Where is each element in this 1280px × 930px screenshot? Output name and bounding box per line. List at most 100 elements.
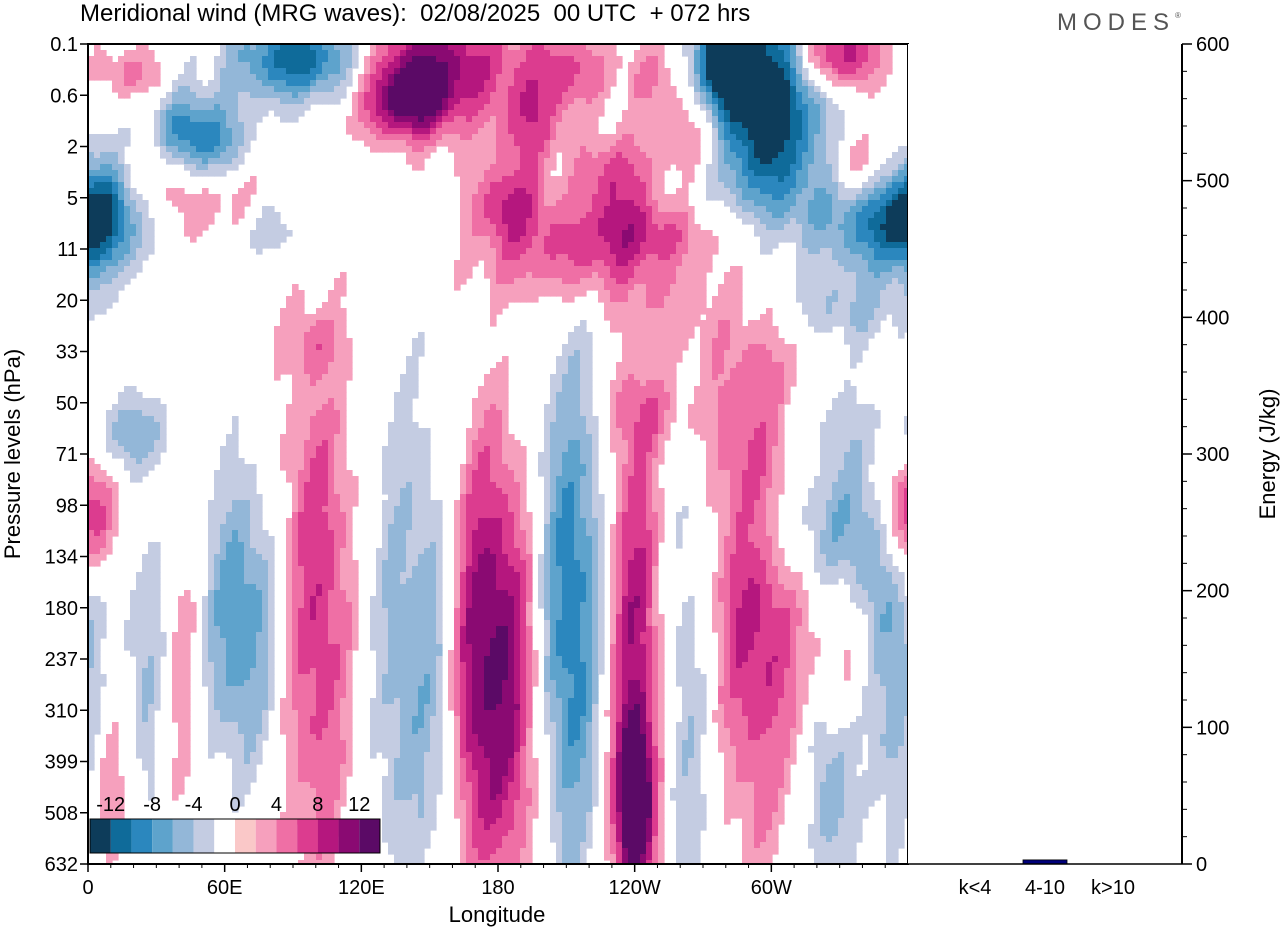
heatmap-cell bbox=[172, 194, 179, 201]
heatmap-cell bbox=[742, 386, 749, 393]
heatmap-cell bbox=[514, 284, 521, 291]
heatmap-cell bbox=[214, 86, 221, 93]
heatmap-cell bbox=[754, 152, 761, 159]
heatmap-cell bbox=[130, 56, 137, 63]
heatmap-cell bbox=[472, 416, 479, 423]
heatmap-cell bbox=[862, 344, 869, 351]
heatmap-cell bbox=[742, 212, 749, 219]
heatmap-cell bbox=[118, 62, 125, 69]
heatmap-cell bbox=[886, 194, 893, 201]
heatmap-cell bbox=[226, 92, 233, 99]
heatmap-cell bbox=[550, 266, 557, 273]
heatmap-cell bbox=[334, 392, 341, 399]
heatmap-cell bbox=[814, 98, 821, 105]
heatmap-cell bbox=[124, 194, 131, 201]
heatmap-cell bbox=[766, 44, 773, 51]
heatmap-cell bbox=[790, 344, 797, 351]
heatmap-cell bbox=[868, 290, 875, 297]
heatmap-cell bbox=[766, 410, 773, 417]
heatmap-cell bbox=[166, 98, 173, 105]
heatmap-cell bbox=[856, 278, 863, 285]
heatmap-cell bbox=[856, 56, 863, 63]
heatmap-cell bbox=[634, 68, 641, 75]
heatmap-cell bbox=[646, 104, 653, 111]
heatmap-cell bbox=[874, 320, 881, 327]
heatmap-cell bbox=[604, 218, 611, 225]
heatmap-cell bbox=[118, 284, 125, 291]
heatmap-cell bbox=[298, 326, 305, 333]
heatmap-cell bbox=[130, 68, 137, 75]
heatmap-cell bbox=[478, 182, 485, 189]
heatmap-cell bbox=[460, 158, 467, 165]
heatmap-cell bbox=[796, 134, 803, 141]
heatmap-cell bbox=[544, 230, 551, 237]
heatmap-cell bbox=[742, 152, 749, 159]
heatmap-cell bbox=[832, 230, 839, 237]
heatmap-cell bbox=[886, 230, 893, 237]
heatmap-cell bbox=[604, 146, 611, 153]
heatmap-cell bbox=[754, 392, 761, 399]
heatmap-cell bbox=[496, 68, 503, 75]
heatmap-cell bbox=[856, 86, 863, 93]
heatmap-cell bbox=[490, 56, 497, 63]
heatmap-cell bbox=[730, 350, 737, 357]
heatmap-cell bbox=[262, 80, 269, 87]
heatmap-cell bbox=[646, 404, 653, 411]
heatmap-cell bbox=[520, 200, 527, 207]
heatmap-cell bbox=[316, 332, 323, 339]
heatmap-cell bbox=[568, 374, 575, 381]
heatmap-cell bbox=[808, 56, 815, 63]
heatmap-cell bbox=[892, 170, 899, 177]
heatmap-cell bbox=[694, 128, 701, 135]
heatmap-cell bbox=[508, 50, 515, 57]
heatmap-cell bbox=[568, 416, 575, 423]
heatmap-cell bbox=[514, 200, 521, 207]
heatmap-cell bbox=[622, 308, 629, 315]
heatmap-cell bbox=[544, 104, 551, 111]
heatmap-cell bbox=[232, 62, 239, 69]
heatmap-cell bbox=[94, 134, 101, 141]
heatmap-cell bbox=[790, 230, 797, 237]
heatmap-cell bbox=[556, 50, 563, 57]
heatmap-cell bbox=[844, 308, 851, 315]
heatmap-cell bbox=[100, 266, 107, 273]
heatmap-cell bbox=[598, 182, 605, 189]
heatmap-cell bbox=[484, 242, 491, 249]
heatmap-cell bbox=[502, 410, 509, 417]
heatmap-cell bbox=[652, 212, 659, 219]
heatmap-cell bbox=[490, 110, 497, 117]
heatmap-cell bbox=[526, 80, 533, 87]
heatmap-cell bbox=[358, 128, 365, 135]
heatmap-cell bbox=[604, 260, 611, 267]
heatmap-cell bbox=[772, 332, 779, 339]
heatmap-cell bbox=[760, 242, 767, 249]
heatmap-cell bbox=[418, 350, 425, 357]
heatmap-cell bbox=[784, 74, 791, 81]
heatmap-cell bbox=[640, 296, 647, 303]
heatmap-cell bbox=[772, 56, 779, 63]
heatmap-cell bbox=[160, 152, 167, 159]
heatmap-cell bbox=[628, 290, 635, 297]
heatmap-cell bbox=[106, 164, 113, 171]
heatmap-cell bbox=[826, 110, 833, 117]
heatmap-cell bbox=[886, 254, 893, 261]
heatmap-cell bbox=[640, 290, 647, 297]
heatmap-cell bbox=[580, 368, 587, 375]
heatmap-cell bbox=[904, 230, 908, 237]
heatmap-cell bbox=[586, 98, 593, 105]
heatmap-cell bbox=[586, 392, 593, 399]
heatmap-cell bbox=[262, 104, 269, 111]
heatmap-cell bbox=[412, 92, 419, 99]
heatmap-cell bbox=[568, 272, 575, 279]
heatmap-cell bbox=[574, 332, 581, 339]
heatmap-cell bbox=[382, 68, 389, 75]
heatmap-cell bbox=[694, 278, 701, 285]
heatmap-cell bbox=[280, 344, 287, 351]
heatmap-cell bbox=[868, 200, 875, 207]
heatmap-cell bbox=[586, 242, 593, 249]
heatmap-cell bbox=[106, 152, 113, 159]
heatmap-cell bbox=[568, 50, 575, 57]
heatmap-cell bbox=[124, 86, 131, 93]
heatmap-cell bbox=[700, 86, 707, 93]
heatmap-cell bbox=[838, 254, 845, 261]
